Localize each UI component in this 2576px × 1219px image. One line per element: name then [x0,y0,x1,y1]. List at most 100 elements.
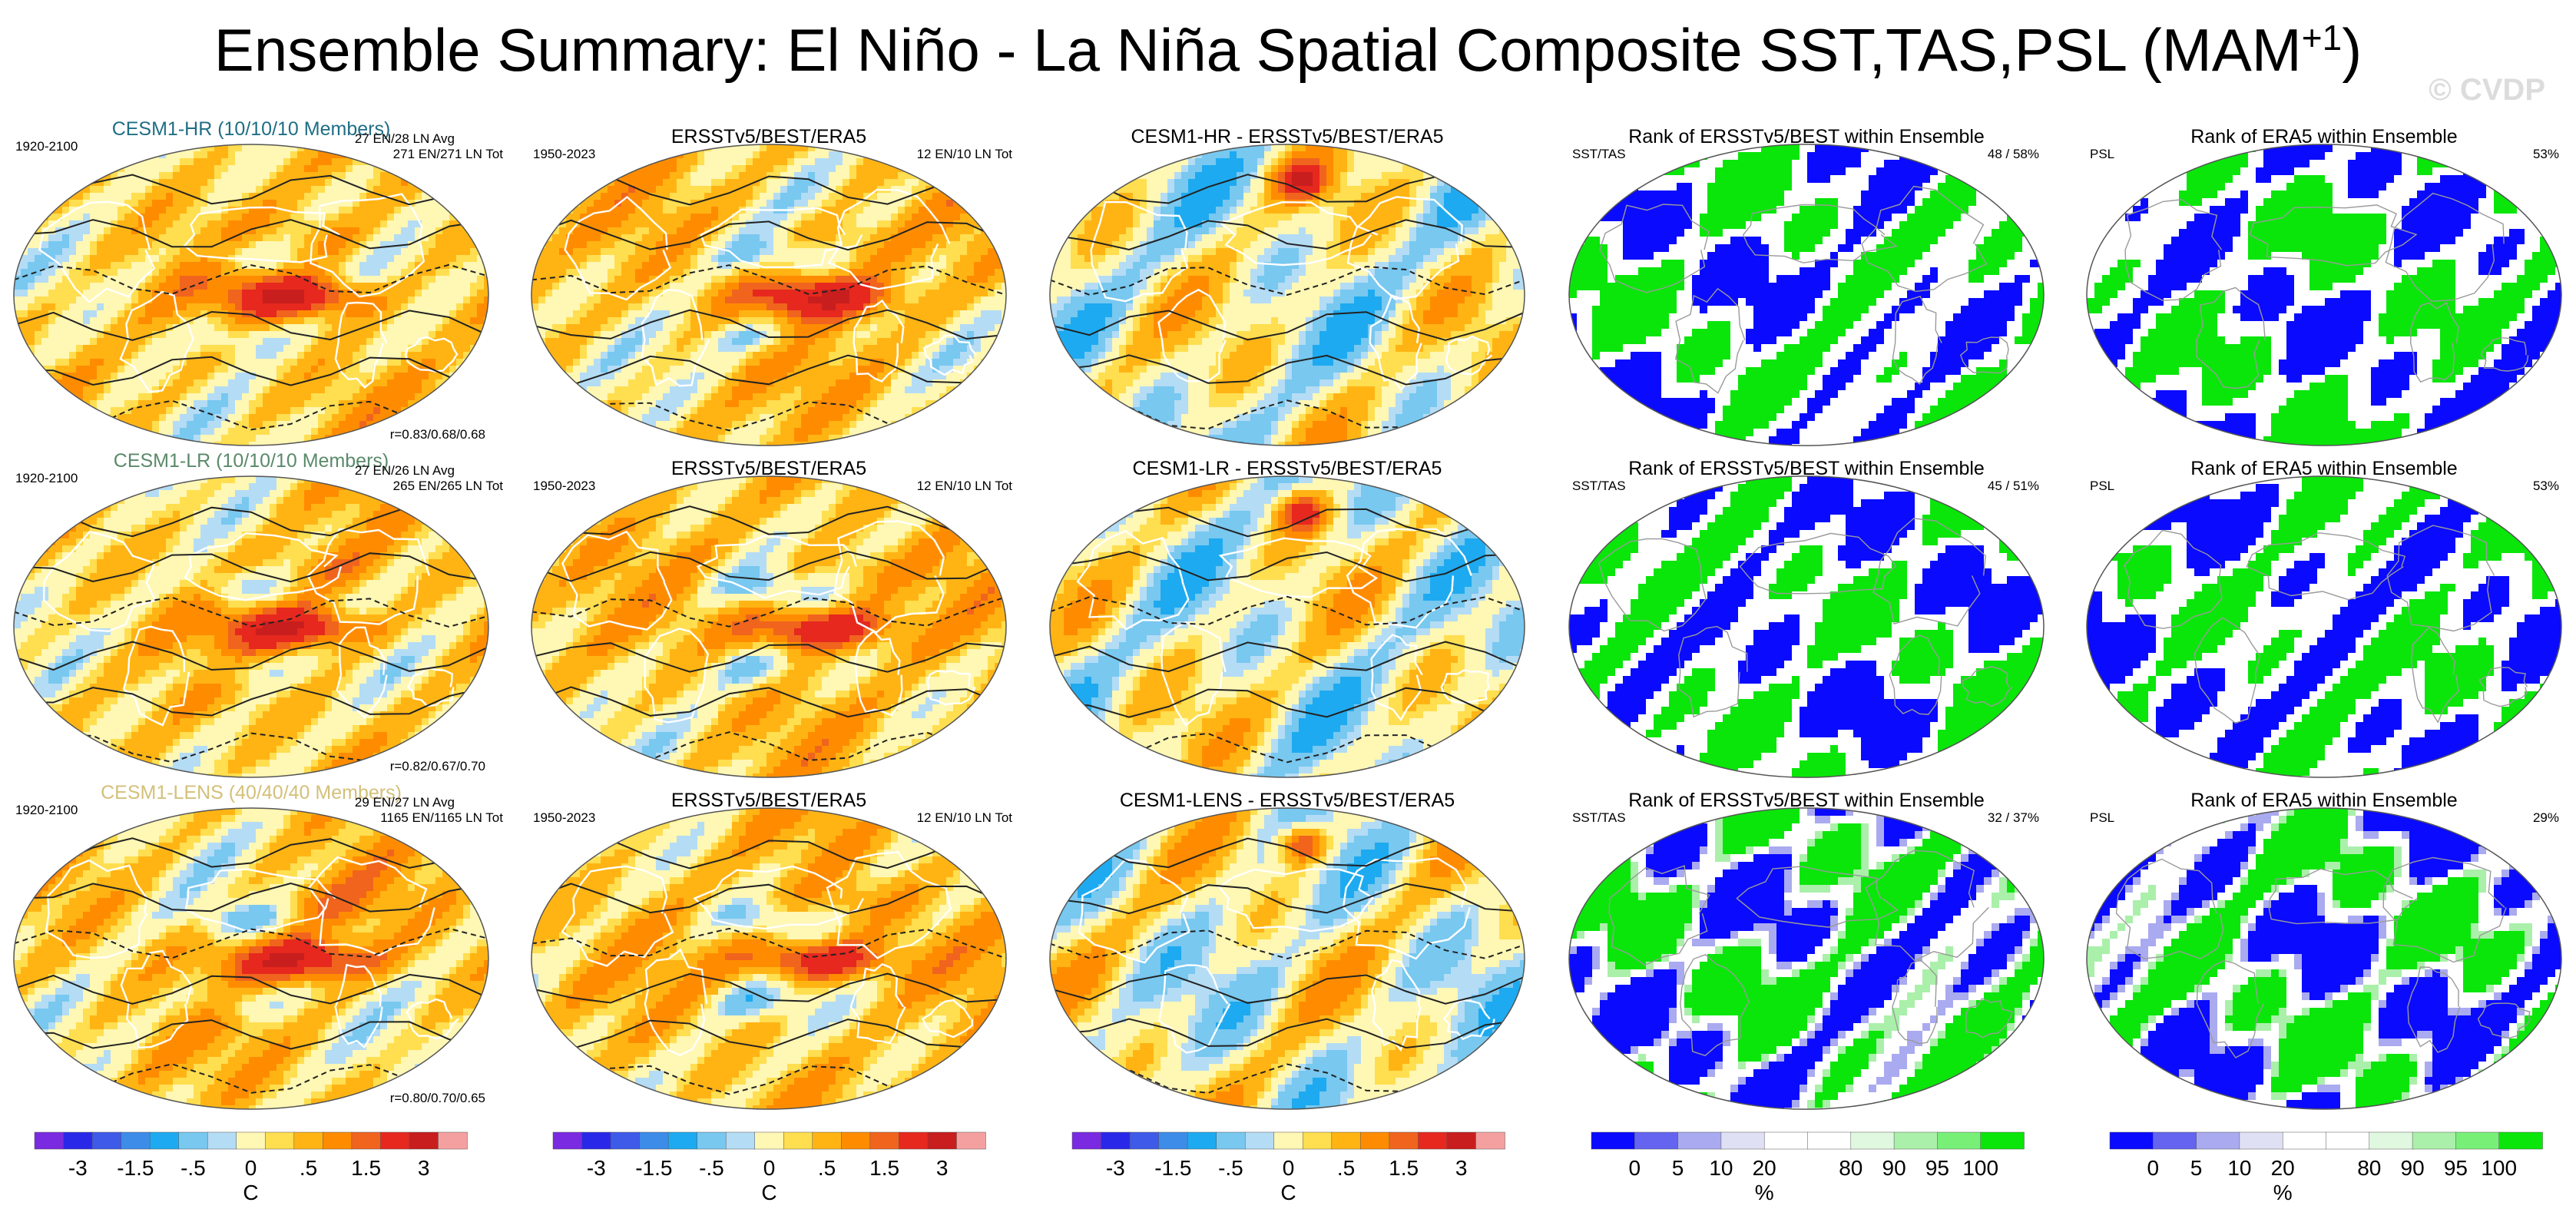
map-cell [884,393,940,401]
map-cell [124,255,146,263]
map-cell [1738,383,1808,391]
map-cell [531,352,581,359]
map-cell [1188,255,1203,263]
map-cell [304,442,319,446]
map-cell [2540,298,2561,306]
map-cell [1938,183,1985,191]
map-cell [1133,296,1147,304]
map-cell [1375,345,1389,353]
map-cell [1707,252,1770,260]
map-cell [905,276,912,283]
map-cell [1375,248,1396,256]
map-cell [2294,298,2326,306]
map-cell [1569,275,1608,283]
map-cell [62,310,84,318]
map-cell [442,179,485,187]
map-cell [1938,275,1969,283]
map-cell [711,283,726,290]
map-cell [635,269,664,277]
map-cell [124,635,132,643]
map-cell [14,214,22,221]
map-cell [1402,165,1424,173]
map-cell [138,144,146,152]
map-cell [1938,398,2000,406]
map-cell [422,573,471,581]
map-cell [83,386,104,394]
map-cell [83,214,91,221]
map-cell [62,234,70,242]
map-cell [283,262,305,270]
map-cell [380,552,395,560]
map-cell [373,718,422,726]
map-cell [670,262,691,270]
map-cell [470,656,478,664]
map-cell [346,594,395,601]
map-cell [1230,207,1237,214]
map-cell [1161,359,1217,366]
map-cell [325,435,374,442]
map-cell [690,255,698,263]
map-cell [2425,413,2487,422]
map-cell [1608,267,1639,276]
map-cell [118,144,139,152]
map-cell [870,234,892,242]
map-cell [180,317,194,325]
map-cell [221,227,257,235]
map-cell [1313,248,1327,256]
map-cell [359,587,402,595]
map-cell [1492,290,1525,297]
map-cell [1147,296,1154,304]
map-cell [1409,241,1445,249]
map-cell [2256,383,2310,391]
map-cell [2094,167,2149,176]
map-cell [325,421,339,429]
map-cell [166,504,201,512]
map-cell [898,373,912,380]
map-cell [1499,144,1507,152]
map-cell [463,352,471,359]
map-cell [159,601,174,608]
map-cell [276,227,312,235]
map-cell [1584,398,1716,406]
map-cell [228,428,270,436]
map-cell [932,179,947,187]
land-outline [2249,204,2418,267]
map-cell [21,352,35,359]
map-cell [83,290,132,297]
map-cell [2110,321,2141,330]
map-cell [1340,283,1355,290]
map-cell [359,552,381,560]
map-cell [1237,276,1251,283]
map-cell [359,559,374,567]
map-cell [718,435,726,442]
map-cell [1861,160,1885,168]
map-cell [538,296,546,304]
map-cell [642,393,664,401]
map-cell [2007,329,2023,337]
map-cell [1278,172,1286,180]
map-cell [1209,435,1265,442]
map-cell [1375,407,1389,415]
map-cell [429,248,471,256]
map-cell [1133,303,1141,311]
map-cell [856,366,885,373]
map-cell [2432,375,2456,383]
map-cell [870,331,892,339]
map-cell [1050,144,1071,152]
map-cell [62,697,70,705]
map-cell [235,255,291,263]
psl-contour [531,309,1006,340]
map-cell [794,428,823,436]
map-cell [1257,373,1265,380]
map-cell [1347,428,1362,436]
map-cell [2363,321,2379,330]
map-cell [69,200,84,207]
map-cell [946,241,968,249]
map-cell [470,614,478,622]
map-cell [104,158,125,166]
map-cell [1677,367,1716,376]
map-cell [1126,255,1141,263]
map-cell [925,386,947,394]
map-cell [1181,269,1230,277]
map-cell [221,393,229,401]
